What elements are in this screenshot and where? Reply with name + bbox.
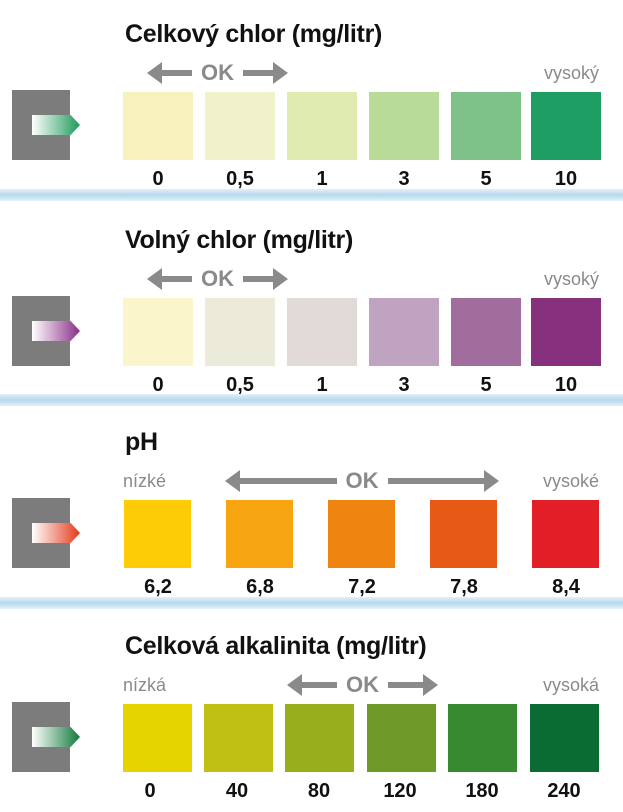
color-swatch (367, 704, 436, 772)
swatch-value: 3 (398, 374, 410, 396)
ok-range-indicator: OK (287, 672, 438, 698)
test-strip-icon (12, 296, 80, 366)
section-divider (0, 394, 623, 406)
high-label: vysoký (543, 63, 599, 83)
left-arrow-icon (147, 62, 192, 84)
low-label: nízké (123, 471, 167, 491)
total-chlorine-title: Celkový chlor (mg/litr) (125, 20, 383, 48)
swatch-value: 10 (554, 374, 578, 396)
swatch-value: 6,2 (144, 576, 172, 598)
swatch-value: 5 (480, 168, 492, 190)
color-swatch (430, 500, 497, 568)
color-swatch (205, 92, 275, 160)
swatch-value: 240 (547, 780, 581, 802)
low-label: nízká (123, 675, 167, 695)
swatch-value: 0 (152, 374, 164, 396)
section-divider (0, 189, 623, 201)
free-chlorine-title: Volný chlor (mg/litr) (125, 226, 353, 254)
swatch-value: 120 (383, 780, 417, 802)
total-alkalinity-title: Celková alkalinita (mg/litr) (125, 632, 427, 660)
swatch-value: 8,4 (552, 576, 580, 598)
color-swatch (448, 704, 517, 772)
swatch-value: 3 (398, 168, 410, 190)
left-arrow-icon (147, 268, 192, 290)
color-swatch (123, 92, 193, 160)
color-swatch (451, 92, 521, 160)
color-swatch (287, 298, 357, 366)
test-strip-icon (12, 702, 80, 772)
section-divider (0, 597, 623, 609)
ok-range-indicator: OK (147, 266, 288, 292)
ok-range-indicator: OK (147, 60, 288, 86)
swatch-value: 0,5 (226, 168, 254, 190)
swatch-value: 7,8 (450, 576, 478, 598)
ph-title: pH (125, 428, 158, 456)
color-swatch (451, 298, 521, 366)
swatch-value: 5 (480, 374, 492, 396)
swatch-value: 10 (554, 168, 578, 190)
color-swatch (285, 704, 354, 772)
swatch-value: 0,5 (226, 374, 254, 396)
color-swatch (531, 92, 601, 160)
swatch-value: 6,8 (246, 576, 274, 598)
left-arrow-icon (225, 470, 337, 492)
swatch-value: 1 (316, 374, 328, 396)
color-swatch (204, 704, 273, 772)
total-alkalinity-section: Celková alkalinita (mg/litr) nízká OK vy… (0, 612, 623, 812)
color-swatch (123, 298, 193, 366)
color-swatch (532, 500, 599, 568)
color-swatch (369, 92, 439, 160)
right-arrow-icon (388, 674, 438, 696)
test-strip-icon (12, 498, 80, 568)
ok-label: OK (346, 672, 379, 697)
ph-section: pH nízké OK vysoké 6,2 6,8 7,2 7,8 8,4 (0, 408, 623, 608)
color-swatch (369, 298, 439, 366)
color-swatch (123, 704, 192, 772)
ok-label: OK (201, 266, 234, 291)
swatch-value: 40 (225, 780, 249, 802)
right-arrow-icon (243, 62, 288, 84)
swatch-value: 180 (465, 780, 499, 802)
swatch-value: 1 (316, 168, 328, 190)
left-arrow-icon (287, 674, 337, 696)
color-swatch (328, 500, 395, 568)
ok-label: OK (201, 60, 234, 85)
swatch-value: 0 (152, 168, 164, 190)
free-chlorine-section: Volný chlor (mg/litr) OK vysoký 0 0,5 1 … (0, 206, 623, 406)
color-swatch (226, 500, 293, 568)
right-arrow-icon (387, 470, 499, 492)
strip-arrow-icon (32, 523, 80, 543)
swatch-value: 7,2 (348, 576, 376, 598)
high-label: vysoký (543, 269, 599, 289)
total-chlorine-section: Celkový chlor (mg/litr) OK vysoký 0 0,5 … (0, 0, 623, 200)
strip-arrow-icon (32, 115, 80, 135)
swatch-value: 0 (144, 780, 156, 802)
strip-arrow-icon (32, 321, 80, 341)
strip-arrow-icon (32, 727, 80, 747)
test-strip-icon (12, 90, 80, 160)
color-swatch (124, 500, 191, 568)
high-label: vysoká (542, 675, 599, 695)
ok-label: OK (345, 468, 379, 493)
high-label: vysoké (542, 471, 599, 491)
right-arrow-icon (243, 268, 288, 290)
color-swatch (287, 92, 357, 160)
ok-range-indicator: OK (225, 468, 499, 494)
swatch-value: 80 (307, 780, 331, 802)
color-swatch (530, 704, 599, 772)
color-swatch (531, 298, 601, 366)
color-swatch (205, 298, 275, 366)
